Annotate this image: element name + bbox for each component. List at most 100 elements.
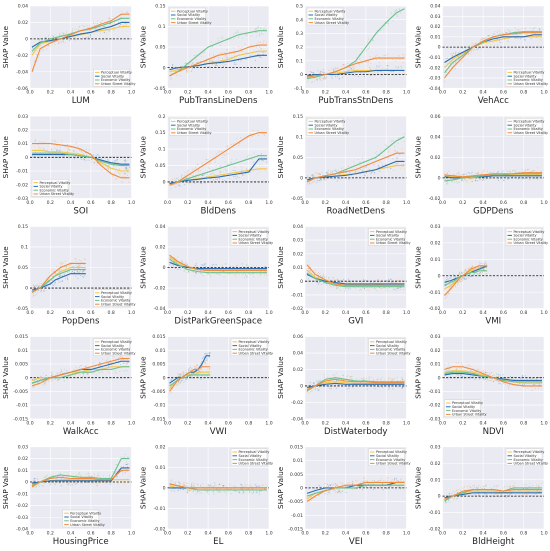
scatter-point: [336, 67, 338, 70]
scatter-point: [107, 169, 110, 171]
scatter-point: [361, 377, 363, 380]
legend-label: Perceptual Vitality: [177, 9, 208, 13]
scatter-point: [342, 167, 344, 169]
scatter-point: [376, 154, 378, 156]
scatter-point: [121, 367, 123, 369]
x-axis-label: PubTransStnDens: [318, 96, 393, 106]
scatter-point: [394, 377, 396, 379]
scatter-point: [491, 34, 493, 36]
scatter-point: [215, 165, 217, 167]
scatter-point: [259, 164, 261, 166]
scatter-point: [477, 368, 479, 370]
scatter-point: [84, 366, 87, 368]
scatter-point: [93, 162, 95, 164]
scatter-point: [336, 67, 338, 70]
scatter-point: [403, 54, 405, 56]
y-tick-label: 0: [163, 65, 166, 71]
scatter-point: [343, 63, 345, 66]
scatter-point: [452, 52, 454, 54]
scatter-point: [208, 54, 210, 56]
scatter-point: [58, 279, 60, 281]
y-tick-label: -0.03: [429, 76, 441, 82]
scatter-point: [353, 66, 355, 68]
scatter-point: [322, 275, 324, 277]
scatter-point: [201, 174, 203, 177]
y-tick-label: -0.1: [294, 86, 303, 92]
scatter-point: [78, 259, 80, 261]
scatter-point: [462, 279, 464, 282]
scatter-point: [234, 170, 236, 172]
x-tick-label: 0.6: [225, 310, 232, 316]
scatter-point: [98, 154, 100, 156]
scatter-point: [59, 149, 61, 151]
scatter-point: [485, 267, 487, 270]
scatter-point: [68, 155, 70, 157]
scatter-point: [34, 286, 36, 288]
scatter-point: [326, 171, 328, 174]
legend-label: Urban Street Vitality: [101, 302, 136, 306]
scatter-point: [209, 265, 211, 267]
scatter-point: [109, 30, 111, 33]
scatter-point: [479, 273, 481, 275]
scatter-point: [266, 161, 268, 163]
x-tick-label: 0.0: [301, 310, 308, 316]
scatter-point: [388, 377, 390, 379]
scatter-point: [399, 136, 401, 139]
scatter-point: [454, 53, 457, 55]
scatter-point: [466, 181, 468, 183]
scatter-point: [387, 53, 389, 55]
scatter-point: [191, 70, 193, 72]
scatter-point: [124, 160, 126, 162]
scatter-point: [351, 375, 353, 378]
scatter-point: [242, 175, 244, 177]
scatter-point: [372, 379, 374, 381]
scatter-point: [52, 271, 54, 273]
scatter-point: [124, 173, 126, 175]
scatter-point: [177, 182, 179, 184]
legend-label: Economic Vitality: [177, 17, 206, 21]
scatter-point: [483, 263, 486, 266]
scatter-point: [444, 80, 446, 82]
scatter-point: [476, 41, 478, 43]
scatter-point: [514, 37, 516, 39]
scatter-point: [224, 55, 226, 57]
scatter-point: [204, 360, 206, 362]
scatter-point: [121, 27, 123, 29]
scatter-point: [489, 178, 491, 180]
scatter-point: [355, 170, 357, 173]
scatter-point: [187, 379, 189, 381]
scatter-point: [235, 63, 237, 65]
scatter-point: [479, 40, 482, 42]
scatter-point: [477, 272, 479, 274]
scatter-point: [538, 27, 540, 29]
x-tick-label: 0.8: [383, 200, 390, 206]
x-tick-label: 0.8: [245, 90, 252, 96]
scatter-point: [218, 273, 220, 275]
scatter-point: [328, 386, 330, 388]
scatter-point: [48, 37, 50, 39]
scatter-point: [239, 137, 241, 139]
scatter-point: [36, 283, 38, 285]
scatter-point: [520, 38, 522, 40]
scatter-point: [59, 263, 61, 265]
scatter-point: [88, 154, 90, 156]
legend-label: Perceptual Vitality: [315, 120, 346, 124]
scatter-point: [378, 166, 380, 168]
scatter-point: [509, 29, 511, 32]
scatter-point: [99, 372, 101, 374]
scatter-point: [74, 155, 77, 157]
scatter-point: [173, 179, 176, 181]
x-tick-label: 0.2: [322, 90, 329, 96]
y-tick-label: 0.01: [430, 257, 440, 263]
x-tick-label: 1.0: [265, 310, 272, 316]
scatter-point: [62, 39, 64, 41]
scatter-point: [44, 384, 46, 386]
x-axis-label: WalkAcc: [63, 427, 99, 437]
scatter-point: [224, 154, 226, 156]
scatter-point: [192, 175, 194, 177]
scatter-point: [201, 368, 203, 370]
scatter-point: [370, 172, 372, 174]
scatter-point: [40, 282, 42, 285]
